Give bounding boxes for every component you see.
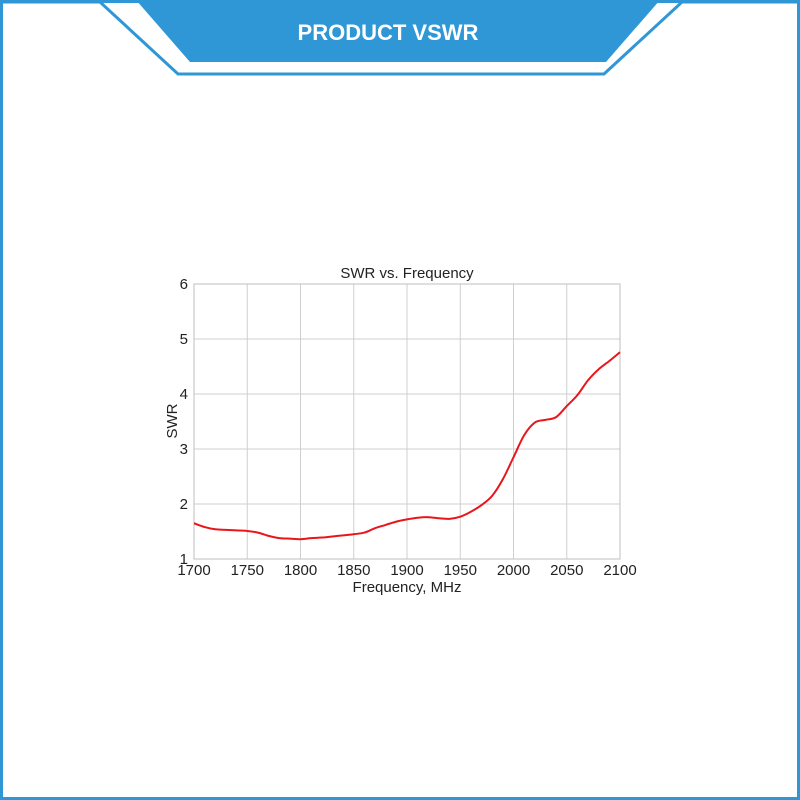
chart-title: SWR vs. Frequency (340, 265, 474, 282)
plot-frame (193, 283, 621, 560)
x-tick-label: 2100 (603, 562, 636, 579)
banner-shape (136, 0, 660, 62)
x-tick-label: 1700 (177, 562, 210, 579)
banner-title: PRODUCT VSWR (298, 20, 479, 45)
x-tick-label: 1950 (444, 562, 477, 579)
banner: PRODUCT VSWR (0, 0, 800, 76)
x-tick-label: 1900 (390, 562, 423, 579)
swr-series-line (193, 351, 621, 541)
vswr-chart: SWR vs. Frequency 1700 1750 1800 1850 1900 19… (164, 265, 637, 596)
y-tick-label: 6 (180, 276, 188, 293)
x-tick-label: 2050 (550, 562, 583, 579)
y-tick-label: 5 (180, 331, 188, 348)
x-axis-label: Frequency, MHz (353, 579, 462, 596)
y-tick-label: 3 (180, 441, 188, 458)
grid (193, 283, 621, 560)
y-tick-label: 1 (180, 551, 188, 568)
x-tick-label: 2000 (497, 562, 530, 579)
x-tick-label: 1850 (337, 562, 370, 579)
y-axis-label: SWR (164, 403, 181, 438)
y-tick-label: 2 (180, 496, 188, 513)
x-tick-label: 1750 (231, 562, 264, 579)
x-tick-label: 1800 (284, 562, 317, 579)
y-tick-label: 4 (180, 386, 188, 403)
tick-labels: 1700 1750 1800 1850 1900 1950 2000 2050 2100 1 2 3 4… (177, 276, 636, 579)
banner-outline (0, 0, 800, 76)
